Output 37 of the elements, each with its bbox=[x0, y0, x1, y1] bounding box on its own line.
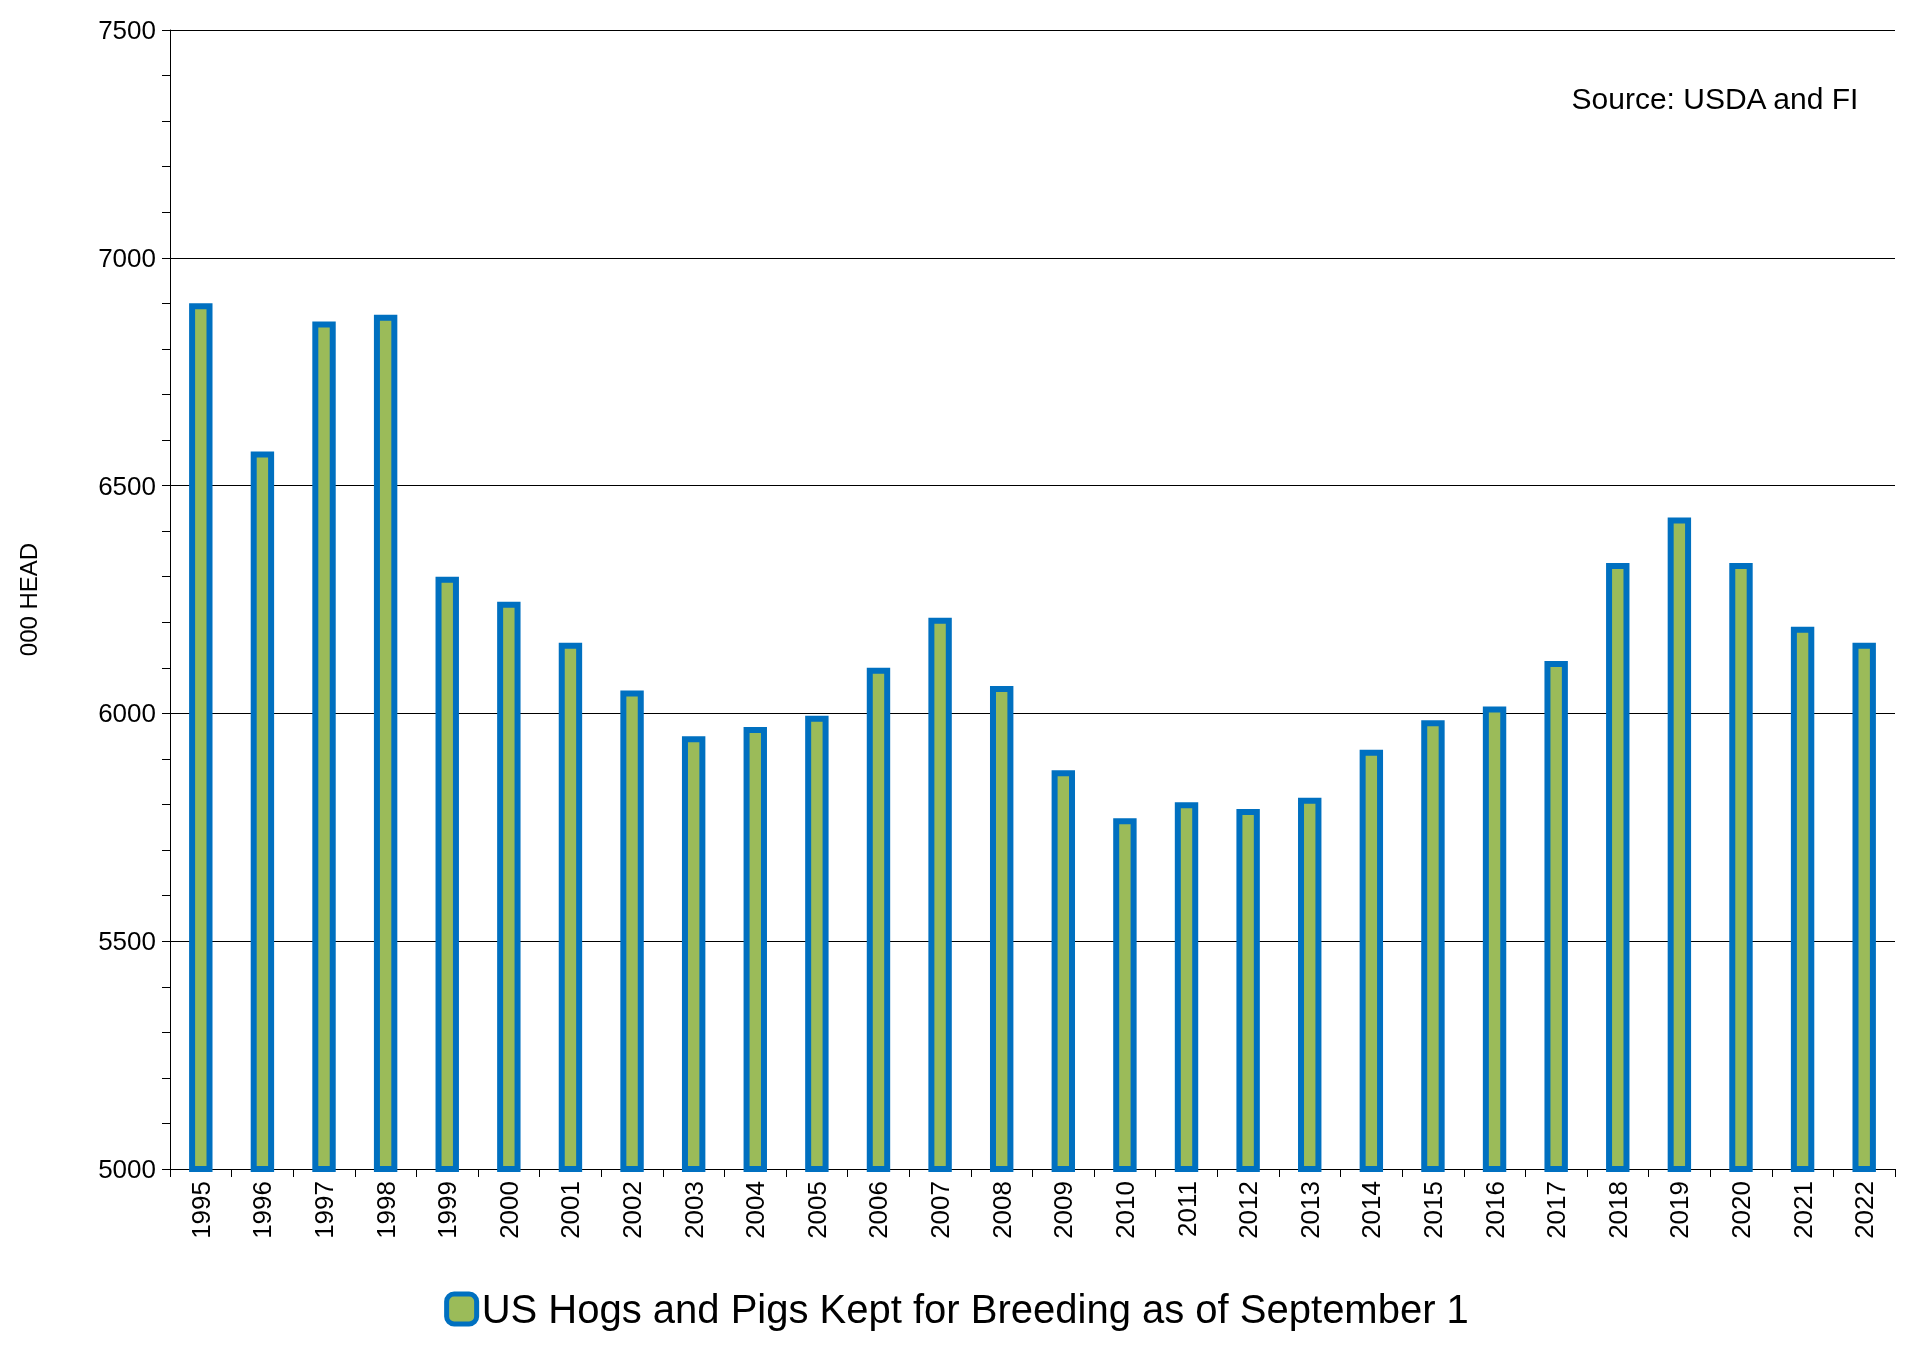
x-tick-label: 2008 bbox=[986, 1181, 1017, 1239]
x-tick-label: 2013 bbox=[1294, 1181, 1325, 1239]
x-tick-label: 2021 bbox=[1787, 1181, 1818, 1239]
x-tick-label: 2002 bbox=[617, 1181, 648, 1239]
x-tick-label: 2012 bbox=[1233, 1181, 1264, 1239]
x-tick-label: 2017 bbox=[1541, 1181, 1572, 1239]
y-tick-label: 6500 bbox=[98, 470, 156, 501]
y-tick-label: 5500 bbox=[98, 926, 156, 957]
x-tick-label: 1996 bbox=[247, 1181, 278, 1239]
x-tick-label: 2015 bbox=[1417, 1181, 1448, 1239]
x-tick-label: 2007 bbox=[925, 1181, 956, 1239]
x-tick-label: 2011 bbox=[1171, 1181, 1202, 1237]
x-tick-label: 2000 bbox=[493, 1181, 524, 1239]
legend-label: US Hogs and Pigs Kept for Breeding as of September 1 bbox=[481, 1287, 1469, 1331]
x-tick-label: 1995 bbox=[185, 1181, 216, 1239]
x-tick-label: 2009 bbox=[1048, 1181, 1079, 1239]
y-tick-label: 6000 bbox=[98, 698, 156, 729]
x-tick-label: 1998 bbox=[370, 1181, 401, 1239]
annotation: Source: USDA and FI bbox=[1571, 81, 1859, 115]
x-tick-label: 2014 bbox=[1356, 1181, 1387, 1239]
x-tick-label: 2003 bbox=[678, 1181, 709, 1239]
x-tick-label: 1999 bbox=[432, 1181, 463, 1239]
x-tick-label: 2022 bbox=[1849, 1181, 1880, 1239]
x-tick-label: 2001 bbox=[555, 1181, 586, 1239]
x-tick-label: 2006 bbox=[863, 1181, 894, 1239]
x-tick-label: 2020 bbox=[1725, 1181, 1756, 1239]
x-tick-label: 2005 bbox=[801, 1181, 832, 1239]
x-tick-label: 2016 bbox=[1479, 1181, 1510, 1239]
x-tick-label: 2019 bbox=[1664, 1181, 1695, 1239]
x-tick-label: 2004 bbox=[740, 1181, 771, 1239]
x-tick-label: 1997 bbox=[309, 1181, 340, 1239]
y-tick-label: 5000 bbox=[98, 1154, 156, 1184]
x-tick-label: 2018 bbox=[1602, 1181, 1633, 1239]
y-tick-label: 7000 bbox=[98, 242, 156, 273]
y-axis-title: 000 HEAD bbox=[14, 542, 42, 657]
y-tick-label: 7500 bbox=[98, 15, 156, 45]
x-tick-label: 2010 bbox=[1109, 1181, 1140, 1239]
